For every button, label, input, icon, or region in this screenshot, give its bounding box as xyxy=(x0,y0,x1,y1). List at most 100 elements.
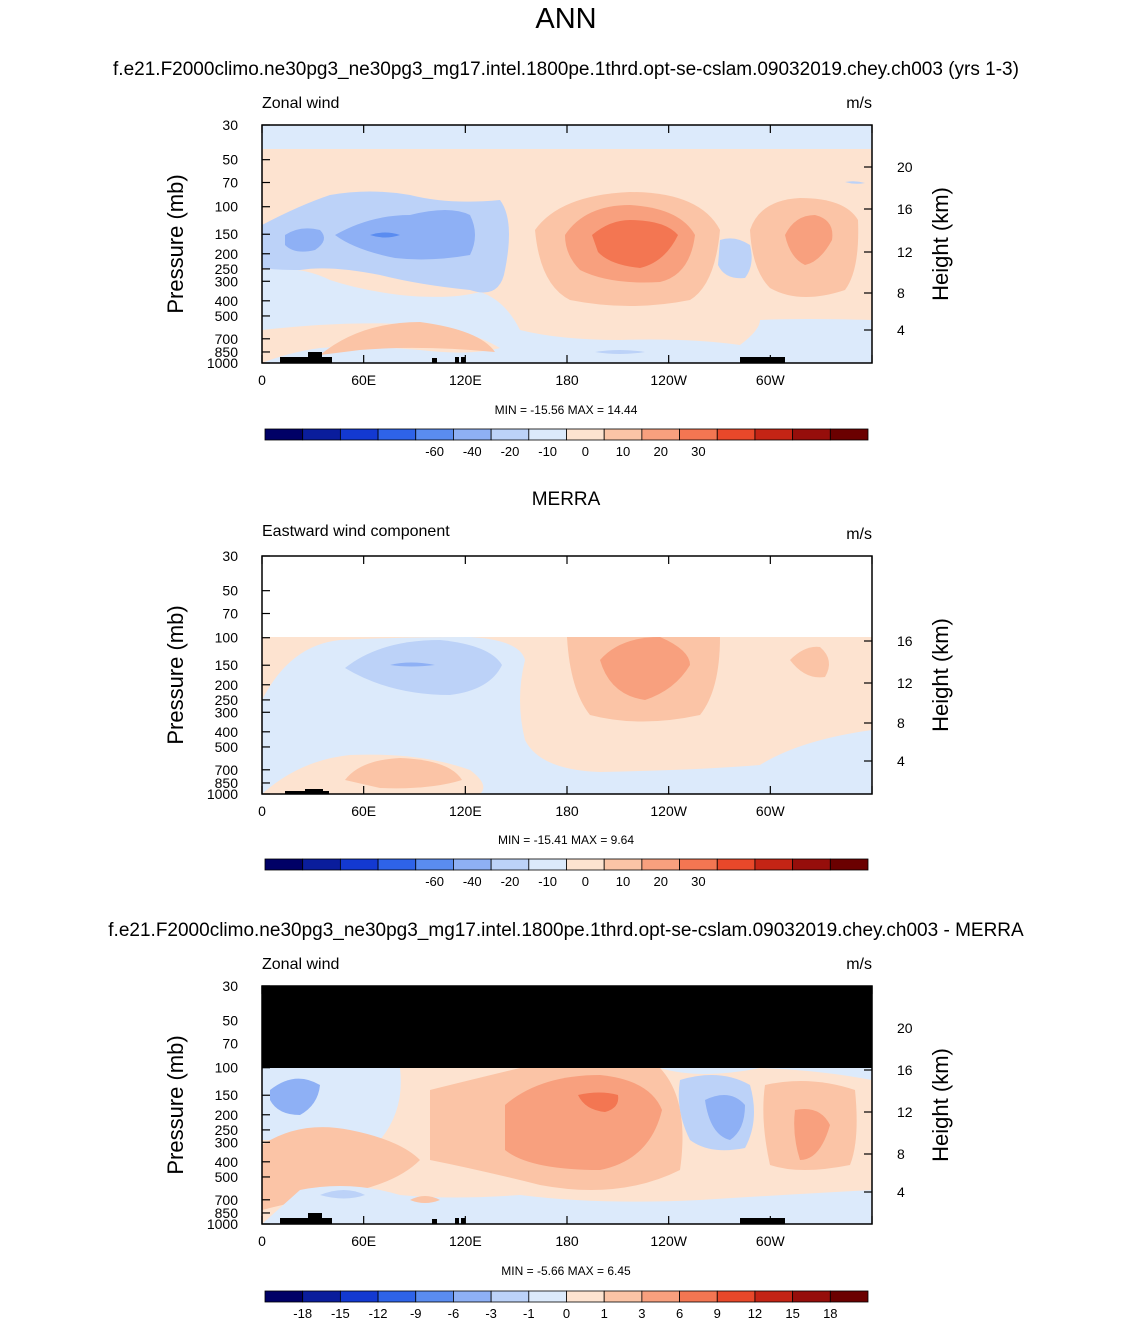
colorbar-swatch xyxy=(377,428,417,441)
missing-data-region xyxy=(262,556,872,637)
colorbar-swatch xyxy=(754,428,794,441)
colorbar-label: 30 xyxy=(691,874,705,889)
colorbar-label: -15 xyxy=(331,1306,350,1321)
x-axis-obs: 0 60E 120E 180 120W 60W xyxy=(258,556,873,819)
y-tick-label: 250 xyxy=(215,1122,239,1138)
colorbar-difference: -18 -15 -12 -9 -6 -3 -1 0 1 3 6 9 12 15 18 xyxy=(264,1290,869,1321)
colorbar-swatch xyxy=(603,428,643,441)
x-tick-label: 60W xyxy=(756,1233,786,1249)
colorbar-label: 10 xyxy=(616,874,630,889)
x-tick-label: 180 xyxy=(555,1233,579,1249)
y-tick-label: 70 xyxy=(222,606,238,622)
colorbar-label: -40 xyxy=(463,444,482,459)
colorbar-swatch xyxy=(490,1290,530,1303)
colorbar-label: -6 xyxy=(448,1306,460,1321)
colorbar-swatch xyxy=(490,858,530,871)
panel-left-label: Zonal wind xyxy=(262,95,339,112)
colorbar-label: -60 xyxy=(425,444,444,459)
colorbar-swatch xyxy=(641,1290,680,1303)
min-max-stats: MIN = -15.41 MAX = 9.64 xyxy=(498,833,634,847)
colorbar-label: 20 xyxy=(653,444,667,459)
colorbar-swatch xyxy=(829,428,869,441)
panel-units-label: m/s xyxy=(846,956,872,973)
colorbar-swatch xyxy=(453,1290,492,1303)
colorbar-swatch xyxy=(679,428,718,441)
y-tick-label: 30 xyxy=(222,548,238,564)
panel-obs: Eastward wind component m/s 0 60E 120E 180 1… xyxy=(163,523,953,889)
y-tick-label: 400 xyxy=(215,724,239,740)
y-axis-label: Pressure (mb) xyxy=(163,605,188,744)
colorbar-label: 0 xyxy=(582,444,589,459)
y-tick-label: 850 xyxy=(215,775,239,791)
y-tick-label: 100 xyxy=(215,199,239,215)
panel-difference: Zonal wind m/s 0 60E 120E 180 120W 60W xyxy=(163,956,953,1321)
y-tick-label: 200 xyxy=(215,1107,239,1123)
panel-left-label: Zonal wind xyxy=(262,956,339,973)
colorbar-label: 0 xyxy=(563,1306,570,1321)
colorbar-swatch xyxy=(679,858,718,871)
colorbar-swatch xyxy=(377,1290,417,1303)
y-tick-label: 400 xyxy=(215,293,239,309)
colorbar-swatch xyxy=(829,1290,869,1303)
colorbar-swatch xyxy=(528,1290,567,1303)
colorbar-swatch xyxy=(339,858,379,871)
height-tick-label: 8 xyxy=(897,1146,905,1162)
x-tick-label: 120W xyxy=(650,372,687,388)
colorbar-label: 30 xyxy=(691,444,705,459)
y-tick-label: 30 xyxy=(222,117,238,133)
colorbar-swatch xyxy=(566,858,605,871)
y-tick-label: 70 xyxy=(222,175,238,191)
y-tick-label: 30 xyxy=(222,978,238,994)
topography-model xyxy=(280,352,785,363)
y-tick-label: 400 xyxy=(215,1154,239,1170)
y-tick-label: 300 xyxy=(215,1134,239,1150)
colorbar-swatch xyxy=(302,1290,341,1303)
y-tick-label: 700 xyxy=(215,1192,239,1208)
y-tick-label: 850 xyxy=(215,1205,239,1221)
x-tick-label: 60W xyxy=(756,372,786,388)
x-tick-label: 0 xyxy=(258,372,266,388)
y-tick-label: 150 xyxy=(215,1087,239,1103)
colorbar-label: 6 xyxy=(676,1306,683,1321)
y-tick-label: 50 xyxy=(222,152,238,168)
y-tick-label: 300 xyxy=(215,273,239,289)
colorbar-swatch xyxy=(603,1290,643,1303)
y-tick-label: 1000 xyxy=(207,355,238,371)
colorbar-label: 9 xyxy=(714,1306,721,1321)
panel-model: Zonal wind m/s 0 60E 120E 180 1 xyxy=(163,95,953,459)
colorbar-label: -12 xyxy=(369,1306,388,1321)
colorbar-swatch xyxy=(453,858,492,871)
y-tick-label: 100 xyxy=(215,630,239,646)
height-tick-label: 4 xyxy=(897,753,905,769)
height-axis-obs: 16 12 8 4 xyxy=(864,633,913,769)
height-tick-label: 4 xyxy=(897,322,905,338)
y-tick-label: 50 xyxy=(222,1013,238,1029)
colorbar-label: -20 xyxy=(501,444,520,459)
page-title: ANN xyxy=(535,3,596,35)
y-tick-label: 250 xyxy=(215,261,239,277)
colorbar-swatch xyxy=(641,428,680,441)
y-tick-label: 700 xyxy=(215,762,239,778)
colorbar-swatch xyxy=(264,1290,304,1303)
colorbar-swatch xyxy=(792,428,831,441)
colorbar-label: -10 xyxy=(538,444,557,459)
panel-units-label: m/s xyxy=(846,95,872,112)
case-title: f.e21.F2000climo.ne30pg3_ne30pg3_mg17.in… xyxy=(113,59,1019,80)
topography-obs xyxy=(285,789,329,794)
height-tick-label: 8 xyxy=(897,285,905,301)
colorbar-label: -40 xyxy=(463,874,482,889)
x-tick-label: 60E xyxy=(351,803,376,819)
height-tick-label: 16 xyxy=(897,633,913,649)
height-tick-label: 8 xyxy=(897,715,905,731)
colorbar-swatch xyxy=(792,1290,831,1303)
x-axis-difference: 0 60E 120E 180 120W 60W xyxy=(258,986,873,1249)
colorbar-label: -18 xyxy=(293,1306,312,1321)
x-tick-label: 120E xyxy=(449,1233,482,1249)
colorbar-label: 12 xyxy=(748,1306,762,1321)
x-tick-label: 120E xyxy=(449,372,482,388)
height-tick-label: 16 xyxy=(897,1062,913,1078)
colorbar-swatch xyxy=(566,428,605,441)
x-tick-label: 0 xyxy=(258,803,266,819)
